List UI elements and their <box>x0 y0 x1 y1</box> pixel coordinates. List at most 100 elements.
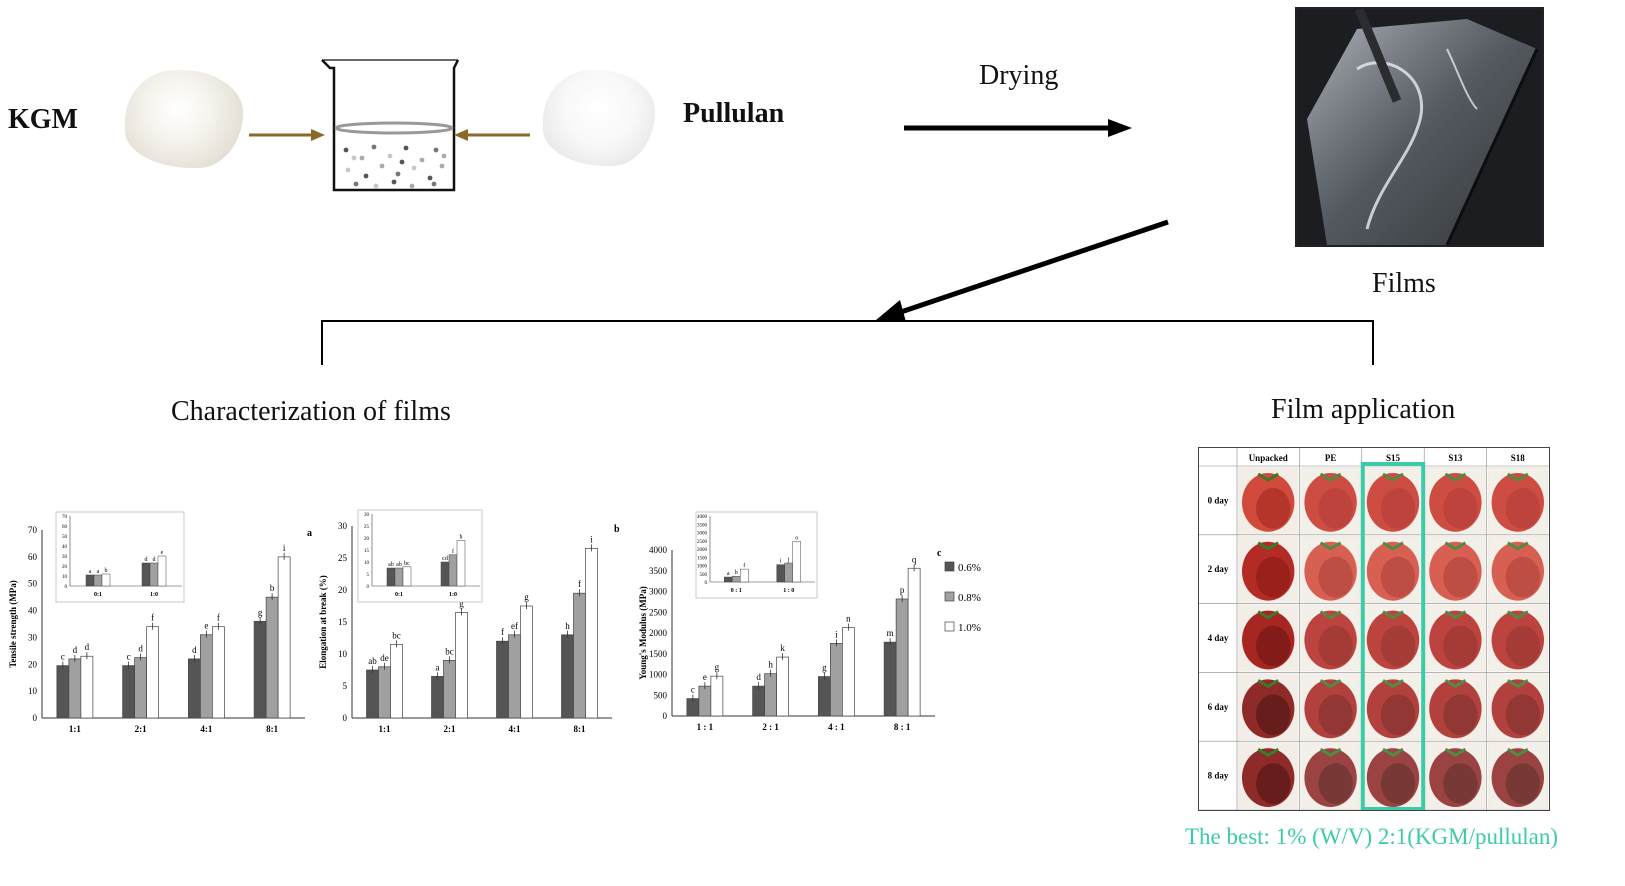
significance-letter: c <box>127 652 131 662</box>
film-wrap-overlay <box>1427 606 1484 670</box>
strawberry-shade <box>1380 556 1416 598</box>
particle-dot <box>403 145 409 151</box>
significance-letter: g <box>715 662 720 672</box>
inset-y-tick-label: 5 <box>367 573 370 578</box>
inset-bar <box>141 562 151 587</box>
grid-row-header: 0 day <box>1208 495 1229 505</box>
characterization-label: Characterization of films <box>171 396 451 427</box>
significance-letter: d <box>192 645 197 655</box>
bar <box>443 660 456 719</box>
significance-letter: h <box>565 621 570 631</box>
strawberry-shade <box>1505 556 1540 598</box>
bar <box>573 592 586 719</box>
strawberry-shade <box>1505 694 1540 736</box>
x-tick-label: 1:1 <box>379 724 391 734</box>
film-wrap-overlay <box>1302 606 1359 670</box>
grid-column-header: S13 <box>1448 453 1463 463</box>
strawberry-leaf <box>1319 610 1342 620</box>
strawberry-grid-drawing: Unpacked PE S15 S13 S18 0 day 2 day 4 day 6 day 8… <box>1199 448 1549 811</box>
strawberry-leaf <box>1382 472 1404 482</box>
strawberry-leaf <box>1257 472 1279 482</box>
strawberry-shade <box>1443 694 1478 736</box>
grid-column-header: S18 <box>1511 453 1526 463</box>
bar <box>431 676 444 719</box>
inset-significance-letter: h <box>460 534 463 540</box>
bar <box>520 605 533 719</box>
beaker-diagram <box>321 59 460 192</box>
bar <box>907 567 921 717</box>
significance-letter: ab <box>368 656 377 666</box>
bar <box>134 657 147 719</box>
drying-label: Drying <box>979 60 1059 91</box>
strawberry-leaf <box>1444 472 1467 482</box>
film-wrap-overlay <box>1489 606 1546 670</box>
bar <box>366 669 379 719</box>
inset-y-tick-label: 30 <box>62 555 68 560</box>
significance-letter: bc <box>392 630 401 640</box>
strawberry-photo <box>1362 467 1424 534</box>
kgm-label: KGM <box>8 104 78 135</box>
film-wrap-overlay <box>1427 675 1484 739</box>
bar <box>818 676 831 717</box>
bar <box>212 626 225 719</box>
strawberry-leaf <box>1507 679 1529 689</box>
strawberry-leaf <box>1382 610 1404 620</box>
y-tick-label: 30 <box>28 632 38 642</box>
significance-letter: b <box>270 583 275 593</box>
inset-y-tick-label: 1000 <box>697 565 708 570</box>
strawberry-leaf <box>1382 747 1404 757</box>
branch-connector <box>321 219 1374 365</box>
film-wrap-overlay <box>1302 469 1359 532</box>
films-label: Films <box>1372 268 1436 299</box>
particle-dot <box>441 153 447 159</box>
strawberry-photo <box>1238 604 1299 672</box>
panel-letter: b <box>614 524 620 535</box>
inset-significance-letter: a <box>97 569 100 575</box>
significance-letter: p <box>900 585 905 595</box>
strawberry-leaf <box>1444 679 1467 689</box>
bar <box>277 556 291 719</box>
significance-letter: a <box>436 662 440 672</box>
particle-dot <box>419 157 425 163</box>
film-photo-drawing <box>1297 9 1542 245</box>
film-to-branch-arrow-line <box>894 219 1169 317</box>
film-wrap-overlay <box>1302 675 1359 739</box>
bar <box>496 640 509 719</box>
y-axis-label: Young's Modulus (MPa) <box>638 586 648 680</box>
inset-significance-letter: ab <box>396 562 402 568</box>
strawberry-photo <box>1238 742 1299 809</box>
x-tick-label: 4:1 <box>509 724 521 734</box>
strawberry-photo <box>1300 742 1361 809</box>
particle-dot <box>399 159 405 165</box>
bar <box>508 634 521 719</box>
inset-chart: 0 500 1000 1500 2000 2500 3000 3500 4000 a bf 0 : 1… <box>695 511 818 599</box>
significance-letter: i <box>590 534 593 544</box>
significance-letter: bc <box>445 646 454 656</box>
chart-panel-c: 0 500 1000 1500 2000 2500 3000 3500 4000 Young's … <box>638 511 942 732</box>
significance-letter: de <box>380 653 389 663</box>
particle-dot <box>371 144 377 150</box>
inset-y-tick-label: 3000 <box>697 532 708 537</box>
inset-bar <box>149 562 159 587</box>
inset-bar <box>776 564 785 583</box>
significance-letter: d <box>138 644 143 654</box>
panel-letter: c <box>937 548 942 559</box>
y-tick-label: 4000 <box>649 545 668 555</box>
film-wrap-overlay <box>1364 606 1422 670</box>
film-wrap-overlay <box>1364 675 1422 739</box>
significance-letter: e <box>204 621 208 631</box>
legend-swatch <box>944 621 955 632</box>
bar <box>710 675 724 717</box>
strawberry-leaf <box>1507 747 1529 757</box>
inset-y-tick-label: 3500 <box>697 523 708 528</box>
inset-bar <box>386 567 396 587</box>
x-tick-label: 2:1 <box>444 724 456 734</box>
particle-dot <box>351 155 357 161</box>
significance-letter: g <box>459 598 464 608</box>
strawberry-leaf <box>1444 610 1467 620</box>
bar <box>752 685 765 717</box>
film-wrap-overlay <box>1302 537 1359 601</box>
strawberry-photo <box>1425 742 1486 809</box>
inset-significance-letter: b <box>735 570 738 576</box>
